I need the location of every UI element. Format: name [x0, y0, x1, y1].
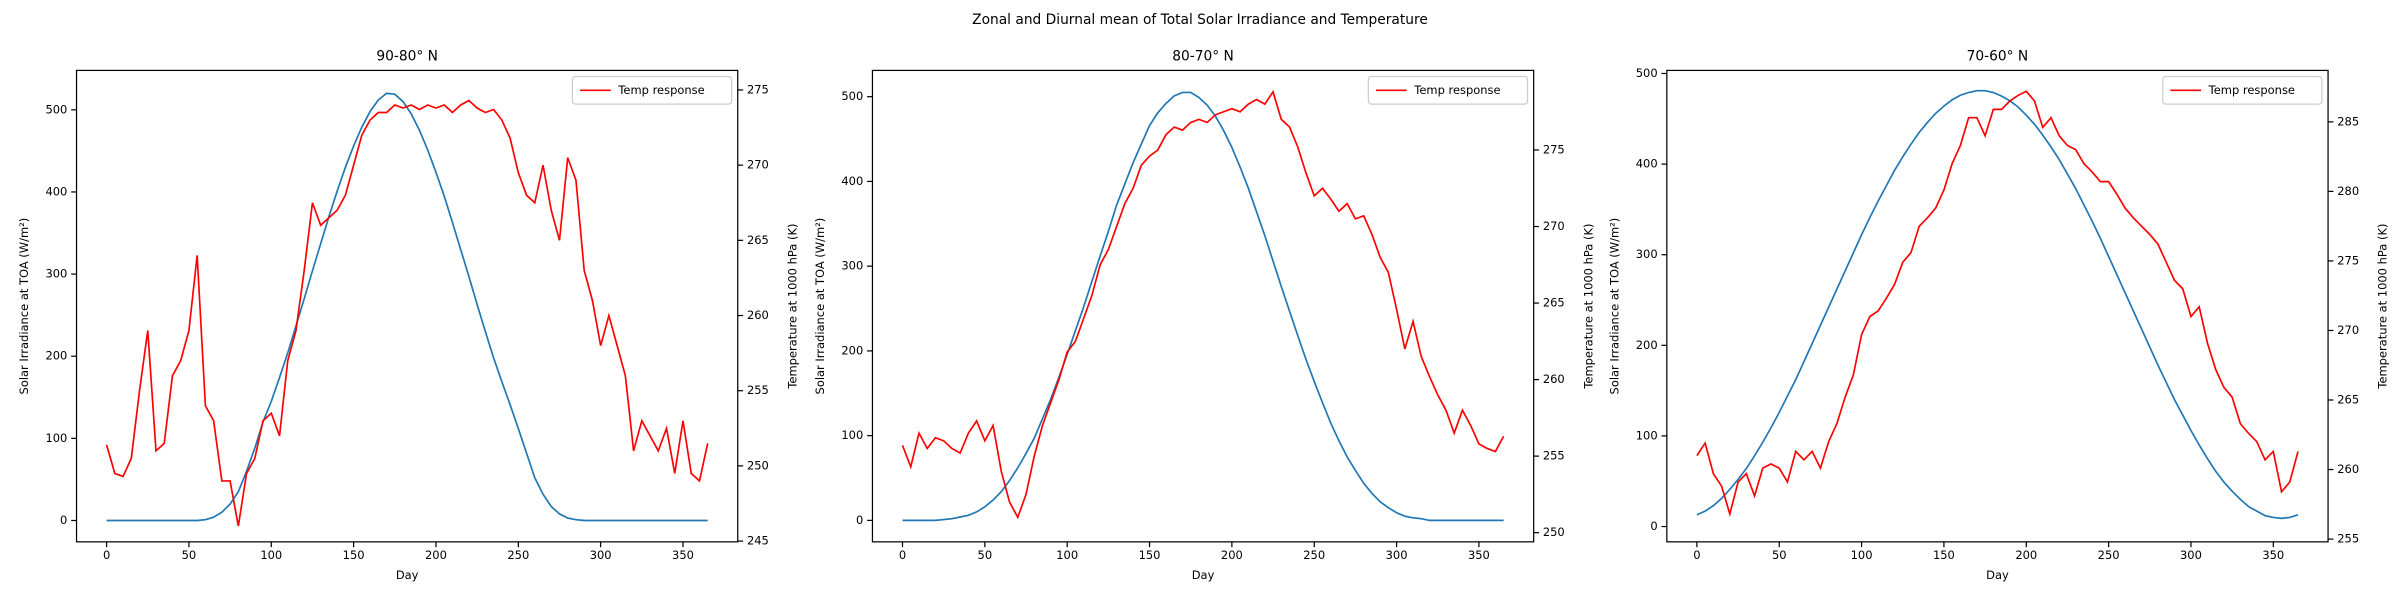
y-tick-label: 300 [841, 259, 863, 273]
y2-tick-label: 270 [2337, 323, 2359, 337]
x-tick-label: 250 [1303, 548, 1325, 562]
y-tick-label: 300 [1636, 247, 1658, 261]
x-tick-label: 350 [2262, 548, 2284, 562]
x-tick-label: 200 [1221, 548, 1243, 562]
series-line [1696, 90, 2299, 518]
legend-label: Temp response [1413, 83, 1500, 97]
y2-tick-label: 245 [747, 534, 769, 548]
y-axis-label: Solar Irradiance at TOA (W/m²) [813, 218, 827, 395]
x-axis-label: Day [1986, 568, 2009, 582]
y-tick-label: 400 [45, 184, 67, 198]
y-tick-label: 500 [45, 102, 67, 116]
y2-tick-label: 265 [747, 233, 769, 247]
y-tick-label: 100 [1636, 428, 1658, 442]
x-tick-label: 50 [978, 548, 993, 562]
x-tick-label: 100 [1056, 548, 1078, 562]
y2-tick-label: 275 [1543, 143, 1565, 157]
y-axis-label: Solar Irradiance at TOA (W/m²) [17, 218, 31, 395]
x-tick-label: 200 [425, 548, 447, 562]
y2-tick-label: 265 [1543, 296, 1565, 310]
y-tick-label: 500 [1636, 66, 1658, 80]
x-tick-label: 350 [672, 548, 694, 562]
x-tick-label: 100 [1851, 548, 1873, 562]
y-tick-label: 200 [45, 349, 67, 363]
y2-tick-label: 265 [2337, 392, 2359, 406]
series-line [901, 89, 1505, 520]
chart-title: 90-80° N [376, 49, 438, 65]
y2-tick-label: 250 [747, 458, 769, 472]
series-line [1696, 89, 2299, 520]
y2-tick-label: 270 [747, 158, 769, 172]
y2-tick-label: 255 [1543, 449, 1565, 463]
x-tick-label: 50 [1772, 548, 1787, 562]
y2-tick-label: 250 [1543, 525, 1565, 539]
figure-title: Zonal and Diurnal mean of Total Solar Ir… [972, 12, 1428, 28]
x-tick-label: 0 [103, 548, 110, 562]
y-tick-label: 400 [1636, 157, 1658, 171]
y2-tick-label: 285 [2337, 114, 2359, 128]
axes-frame [1666, 69, 2329, 543]
y-tick-label: 0 [1650, 519, 1657, 533]
x-tick-label: 50 [182, 548, 197, 562]
y-tick-label: 400 [841, 174, 863, 188]
legend-box [571, 75, 733, 105]
x-tick-label: 150 [1139, 548, 1161, 562]
y-tick-label: 200 [1636, 338, 1658, 352]
y2-tick-label: 260 [2337, 462, 2359, 476]
x-tick-label: 100 [260, 548, 282, 562]
legend-box [2162, 75, 2323, 105]
legend-label: Temp response [2208, 83, 2295, 97]
y2-tick-label: 280 [2337, 184, 2359, 198]
x-tick-label: 150 [343, 548, 365, 562]
y2-tick-label: 260 [747, 308, 769, 322]
y2-tick-label: 255 [2337, 532, 2359, 546]
x-tick-label: 300 [590, 548, 612, 562]
x-tick-label: 200 [2015, 548, 2037, 562]
y-tick-label: 500 [841, 89, 863, 103]
legend-label: Temp response [617, 83, 704, 97]
y-tick-label: 0 [60, 513, 67, 527]
y-tick-label: 100 [841, 428, 863, 442]
axes-frame [871, 69, 1535, 543]
chart-title: 70-60° N [1967, 49, 2029, 65]
x-axis-label: Day [396, 568, 419, 582]
x-tick-label: 0 [1693, 548, 1700, 562]
y2-axis-label: Temperature at 1000 hPa (K) [785, 224, 799, 390]
y2-tick-label: 260 [1543, 372, 1565, 386]
axes-frame [75, 69, 739, 543]
x-tick-label: 250 [2098, 548, 2120, 562]
x-tick-label: 300 [1386, 548, 1408, 562]
series-line [106, 92, 708, 522]
y2-tick-label: 275 [747, 82, 769, 96]
y2-tick-label: 275 [2337, 253, 2359, 267]
x-tick-label: 350 [1468, 548, 1490, 562]
series-line [902, 91, 1504, 522]
y-axis-label: Solar Irradiance at TOA (W/m²) [1607, 218, 1621, 395]
y2-tick-label: 255 [747, 383, 769, 397]
y2-axis-label: Temperature at 1000 hPa (K) [2376, 224, 2390, 390]
y2-axis-label: Temperature at 1000 hPa (K) [1581, 224, 1595, 390]
series-line [105, 99, 709, 527]
x-axis-label: Day [1192, 568, 1215, 582]
x-tick-label: 0 [899, 548, 906, 562]
legend-box [1367, 75, 1529, 105]
x-tick-label: 300 [2180, 548, 2202, 562]
y-tick-label: 0 [856, 513, 863, 527]
y-tick-label: 100 [45, 431, 67, 445]
y-tick-label: 200 [841, 343, 863, 357]
y-tick-label: 300 [45, 267, 67, 281]
x-tick-label: 250 [507, 548, 529, 562]
x-tick-label: 150 [1933, 548, 1955, 562]
chart-title: 80-70° N [1172, 49, 1234, 65]
y2-tick-label: 270 [1543, 219, 1565, 233]
